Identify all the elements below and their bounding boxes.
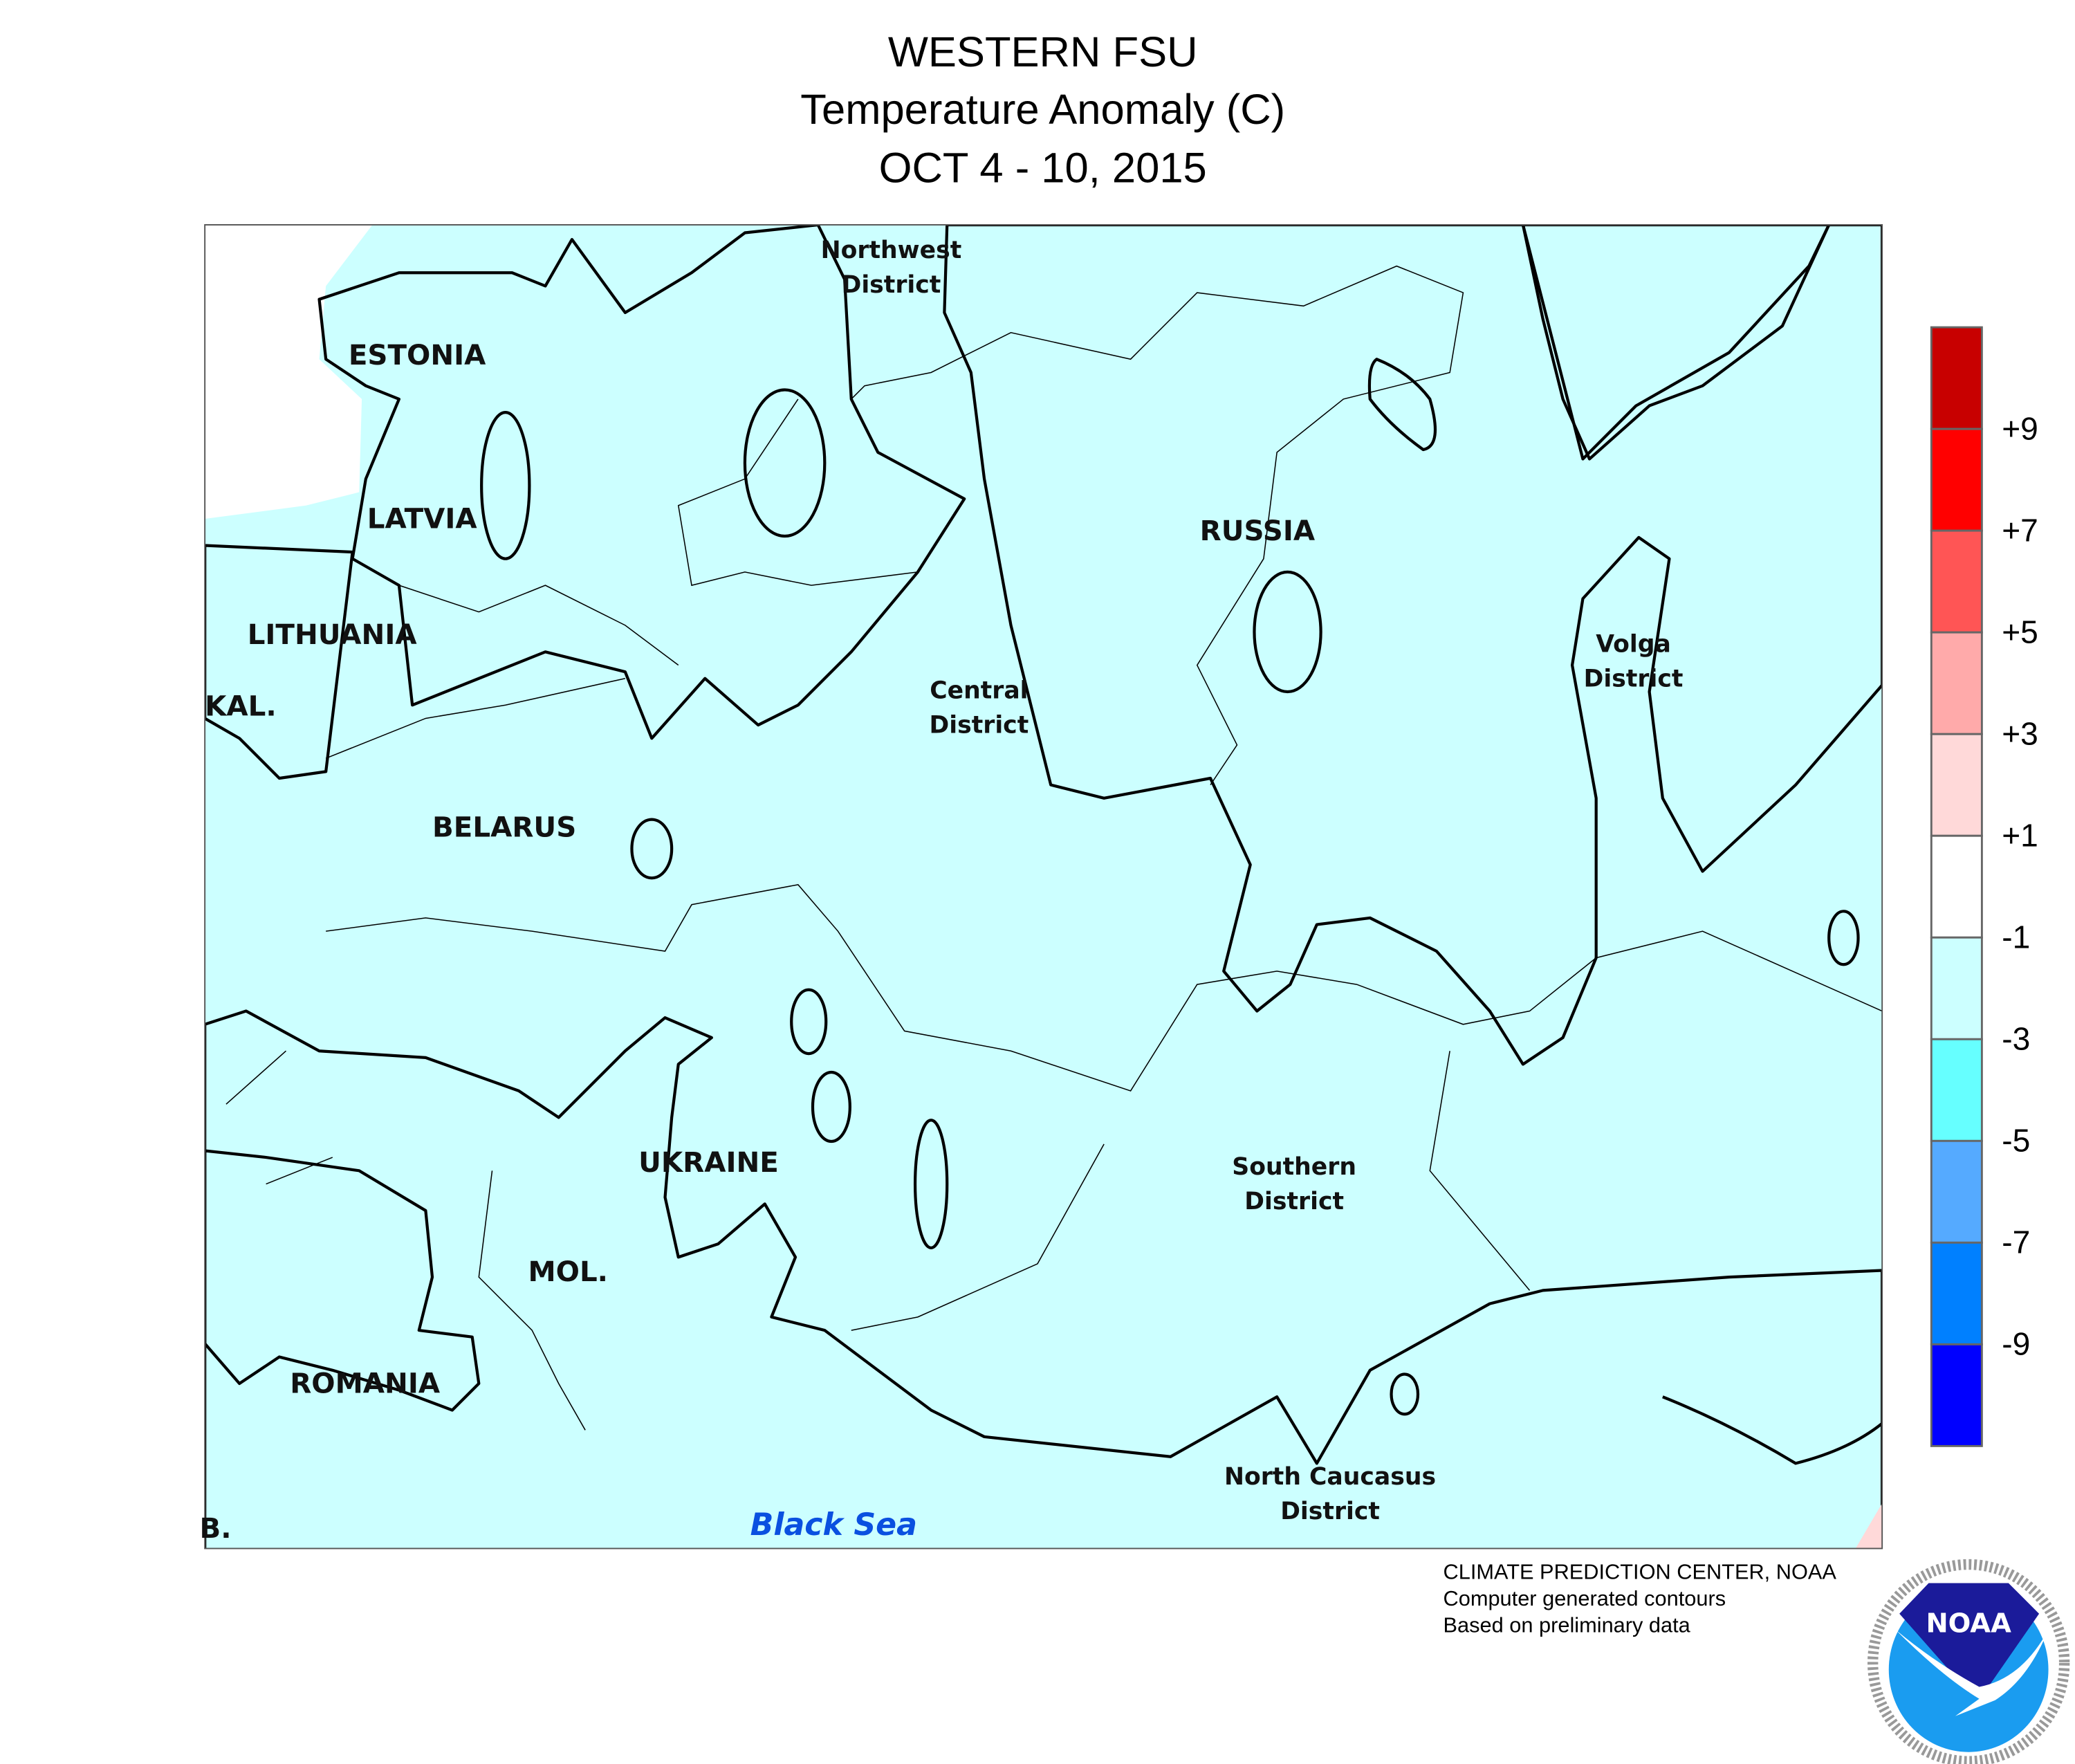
shade-minus3-to-minus5-lithuania: [205, 544, 354, 780]
legend-swatch: [1930, 529, 1983, 634]
label-romania: ROMANIA: [290, 1367, 441, 1399]
noaa-logo: NOAA: [1868, 1559, 2070, 1764]
shade-plus1-to-minus1-south: [205, 1009, 1883, 1549]
legend-tick-label: +1: [2002, 818, 2038, 854]
label-black-sea: Black Sea: [750, 1507, 917, 1543]
shade-minus1-island: [913, 1119, 949, 1249]
logo-bird: [1895, 1629, 2049, 1716]
label-ukraine: UKRAINE: [638, 1146, 779, 1179]
legend-swatch: [1930, 631, 1983, 735]
shade-minus1-island: [743, 388, 827, 538]
shade-plus1-to-plus3-romania: [205, 1149, 481, 1412]
legend-tick-label: +7: [2002, 513, 2038, 549]
legend-swatch: [1930, 1241, 1983, 1345]
baltic-sea-white: [205, 225, 373, 519]
label-estonia: ESTONIA: [349, 339, 486, 371]
label-volga-district: Volga: [1596, 630, 1671, 658]
credit-line-2: Computer generated contours: [1444, 1586, 1726, 1610]
label-russia: RUSSIA: [1200, 515, 1316, 547]
label-kaliningrad: KAL.: [205, 690, 277, 723]
legend-tick-label: +9: [2002, 410, 2038, 446]
legend-tick-label: +5: [2002, 614, 2038, 650]
label-north-caucasus-district-2: District: [1280, 1498, 1380, 1525]
logo-text: NOAA: [1926, 1608, 2011, 1639]
legend-swatch: [1930, 1343, 1983, 1447]
map-date-range: OCT 4 - 10, 2015: [879, 144, 1207, 192]
label-lithuania: LITHUANIA: [248, 618, 418, 651]
label-northwest-district-2: District: [842, 271, 941, 299]
shade-minus1-island: [811, 1070, 851, 1143]
label-latvia: LATVIA: [367, 502, 478, 535]
shade-minus1-island: [1253, 570, 1322, 694]
shade-minus7-small: [1367, 358, 1437, 452]
label-serbia-partial: B.: [199, 1512, 231, 1545]
label-volga-district-2: District: [1584, 665, 1684, 692]
legend-swatch: [1930, 1038, 1983, 1142]
legend-swatch: [1930, 428, 1983, 532]
legend-tick-label: -9: [2002, 1326, 2030, 1362]
legend-tick-label: -3: [2002, 1021, 2030, 1057]
shade-minus1-island: [480, 411, 531, 560]
label-belarus: BELARUS: [432, 811, 576, 844]
logo-sky: [1899, 1583, 2040, 1696]
label-southern-district-2: District: [1244, 1188, 1344, 1215]
shade-minus1-island: [790, 988, 828, 1056]
label-northwest-district: Northwest: [821, 237, 962, 264]
map-frame: [204, 224, 1883, 1550]
legend-swatch: [1930, 326, 1983, 430]
legend-tick-label: -1: [2002, 919, 2030, 955]
label-southern-district: Southern: [1232, 1153, 1356, 1181]
shade-minus1-island: [1390, 1372, 1420, 1416]
map-labels: Northwest District ESTONIA LATVIA LITHUA…: [199, 237, 1683, 1545]
credits: CLIMATE PREDICTION CENTER, NOAA Computer…: [1444, 1560, 1837, 1637]
country-border: [225, 265, 1883, 1431]
shade-minus1-island: [1827, 910, 1860, 966]
legend-swatch: [1930, 1139, 1983, 1244]
legend-tick-label: -7: [2002, 1224, 2030, 1260]
credit-line-3: Based on preliminary data: [1444, 1613, 1691, 1637]
label-north-caucasus-district: North Caucasus: [1224, 1463, 1436, 1491]
legend-tick-label: +3: [2002, 716, 2038, 752]
shade-minus7-to-minus9: [1521, 225, 1831, 461]
shade-minus3-to-minus5-northwest: [317, 225, 966, 740]
credit-line-1: CLIMATE PREDICTION CENTER, NOAA: [1444, 1560, 1837, 1584]
shade-minus1-island: [630, 818, 674, 880]
label-central-district: Central: [930, 677, 1028, 705]
label-central-district-2: District: [930, 712, 1029, 739]
legend-swatch: [1930, 936, 1983, 1040]
label-moldova: MOL.: [528, 1256, 608, 1288]
legend-swatch: [1930, 834, 1983, 939]
map-subtitle: Temperature Anomaly (C): [800, 86, 1285, 134]
anomaly-map: [205, 225, 1883, 1549]
contour-line: [1662, 1395, 1883, 1465]
map-title: WESTERN FSU: [888, 28, 1198, 76]
legend-swatch: [1930, 733, 1983, 837]
color-legend: +9 +7 +5 +3 +1 -1 -3 -5 -7 -9: [1930, 326, 2038, 1447]
legend-tick-label: -5: [2002, 1123, 2030, 1159]
